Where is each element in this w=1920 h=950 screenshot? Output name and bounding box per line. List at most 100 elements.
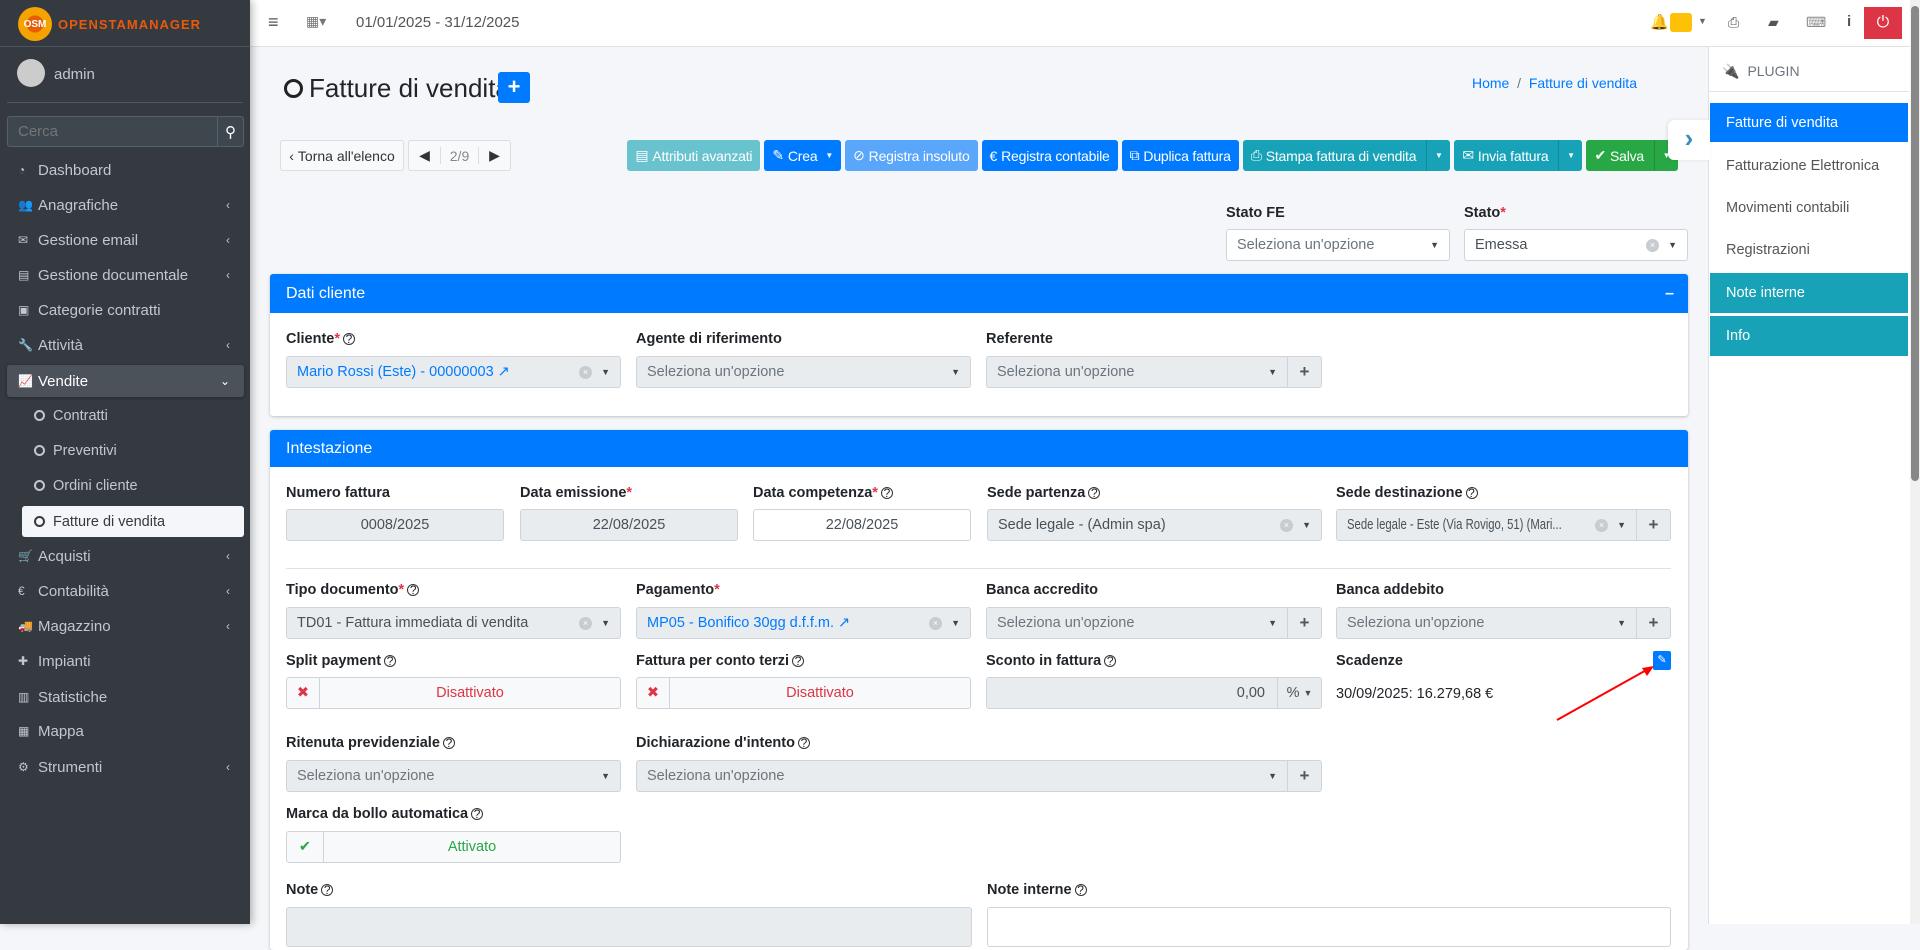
sidebar-item-impianti[interactable]: ✚ Impianti — [18, 652, 91, 670]
print-invoice-button[interactable]: ⎙ Stampa fattura di vendita ▼ — [1242, 140, 1451, 171]
bell-icon[interactable]: 🔔 — [1650, 14, 1669, 31]
sidebar-item-acquisti[interactable]: 🛒 Acquisti ‹ — [18, 547, 230, 565]
hamburger-menu-icon[interactable]: ≡ — [268, 12, 279, 32]
calendar-dropdown-icon[interactable]: ▦▾ — [306, 13, 327, 29]
banca-accredito-select[interactable]: Seleziona un'opzione ▼ + — [986, 607, 1322, 639]
advanced-attributes-button[interactable]: ▤ Attributi avanzati — [627, 140, 761, 171]
sidebar-item-vendite[interactable]: 📈 Vendite ⌄ — [18, 372, 230, 390]
send-invoice-button[interactable]: ✉ Invia fattura ▼ — [1454, 140, 1583, 171]
add-banca-button[interactable]: + — [1287, 608, 1321, 638]
register-accounting-button[interactable]: € Registra contabile — [981, 140, 1118, 171]
dashboard-icon: ◔ — [18, 163, 26, 177]
sidebar-subitem-preventivi[interactable]: Preventivi — [22, 435, 244, 466]
duplicate-invoice-button[interactable]: ⧉ Duplica fattura — [1121, 140, 1239, 171]
caret-down-icon[interactable]: ▼ — [1654, 140, 1678, 171]
sidebar-item-mappa[interactable]: ▦ Mappa — [18, 722, 84, 740]
external-link-icon[interactable]: ↗ — [497, 364, 510, 380]
stato-select[interactable]: Emessa × ▼ — [1464, 229, 1688, 261]
cliente-select[interactable]: Mario Rossi (Este) - 00000003 ↗ × ▼ — [286, 356, 621, 388]
create-button[interactable]: ✎ Crea ▼ — [764, 140, 842, 171]
save-button[interactable]: ✔ Salva ▼ — [1586, 140, 1678, 171]
caret-down-icon[interactable]: ▼ — [1426, 140, 1450, 171]
referente-select[interactable]: Seleziona un'opzione ▼ + — [986, 356, 1322, 388]
sidebar-subitem-contratti[interactable]: Contratti — [22, 400, 244, 431]
breadcrumb-home[interactable]: Home — [1472, 75, 1510, 91]
note-interne-textarea[interactable] — [987, 907, 1671, 947]
sidebar-item-anagrafiche[interactable]: 👥 Anagrafiche ‹ — [18, 196, 230, 214]
banca-addebito-select[interactable]: Seleziona un'opzione ▼ + — [1336, 607, 1671, 639]
dichiarazione-select[interactable]: Seleziona un'opzione ▼ + — [636, 760, 1322, 792]
user-name[interactable]: admin — [54, 66, 95, 83]
period-range[interactable]: 01/01/2025 - 31/12/2025 — [356, 14, 520, 31]
add-banca-button[interactable]: + — [1636, 608, 1670, 638]
data-competenza-field[interactable]: 22/08/2025 — [753, 509, 971, 541]
sidebar-item-attivita[interactable]: 🔧 Attività ‹ — [18, 336, 230, 354]
book-icon[interactable]: ▰ — [1768, 14, 1779, 30]
edit-scadenze-button[interactable]: ✎ — [1653, 651, 1671, 670]
split-payment-toggle[interactable]: ✖ Disattivato — [286, 677, 621, 709]
sidebar-item-magazzino[interactable]: 🚚 Magazzino ‹ — [18, 617, 230, 635]
check-icon: ✔ — [1594, 147, 1606, 163]
sede-destinazione-select[interactable]: Sede legale - Este (Via Rovigo, 51) (Mar… — [1336, 509, 1671, 541]
sidebar-item-gestione-documentale[interactable]: ▤ Gestione documentale ‹ — [18, 266, 230, 284]
eu-flag-icon[interactable] — [1670, 13, 1692, 32]
marca-bollo-toggle[interactable]: ✔ Attivato — [286, 831, 621, 863]
toggle-plugin-panel-button[interactable]: › — [1668, 120, 1710, 160]
caret-down-icon[interactable]: ▼ — [1698, 16, 1707, 26]
sidebar-item-strumenti[interactable]: ⚙ Strumenti ‹ — [18, 758, 230, 776]
add-referente-button[interactable]: + — [1287, 357, 1321, 387]
print-icon[interactable]: ⎙ — [1728, 14, 1740, 30]
sconto-unit-select[interactable]: % ▼ — [1277, 678, 1321, 708]
search-input[interactable] — [8, 117, 217, 146]
back-to-list-button[interactable]: ‹ Torna all'elenco — [280, 140, 404, 171]
caret-down-icon[interactable]: ▼ — [1558, 140, 1582, 171]
breadcrumb-current[interactable]: Fatture di vendita — [1528, 75, 1637, 91]
clear-icon[interactable]: × — [1595, 518, 1608, 532]
help-icon: ? — [384, 655, 397, 667]
sede-partenza-select[interactable]: Sede legale - (Admin spa) × ▼ — [987, 509, 1322, 541]
clear-icon[interactable]: × — [579, 616, 592, 630]
sconto-field[interactable]: 0,00% ▼ — [986, 677, 1322, 709]
clear-icon[interactable]: × — [1280, 518, 1293, 532]
external-link-icon[interactable]: ↗ — [837, 615, 851, 631]
pagamento-select[interactable]: MP05 - Bonifico 30gg d.f.f.m. ↗ × ▼ — [636, 607, 971, 639]
collapse-icon[interactable]: – — [1665, 284, 1674, 302]
plugin-item-registrazioni[interactable]: Registrazioni — [1726, 241, 1810, 258]
numero-fattura-field[interactable]: 0008/2025 — [286, 509, 504, 541]
next-record-button[interactable]: ▶ — [478, 147, 510, 164]
avatar[interactable] — [17, 59, 45, 87]
previous-record-button[interactable]: ◀ — [409, 147, 441, 164]
clear-icon[interactable]: × — [1646, 238, 1659, 252]
register-unpaid-button[interactable]: ⊘ Registra insoluto — [845, 140, 978, 171]
add-dichiarazione-button[interactable]: + — [1287, 761, 1321, 791]
sidebar-subitem-ordini-cliente[interactable]: Ordini cliente — [22, 470, 244, 501]
keyboard-icon[interactable]: ⌨ — [1806, 14, 1827, 30]
sidebar-item-contabilita[interactable]: € Contabilità ‹ — [18, 582, 230, 600]
sidebar-subitem-fatture-di-vendita[interactable]: Fatture di vendita — [22, 506, 244, 537]
logo[interactable]: OSM OpenSTAManager — [18, 6, 201, 42]
plugin-item-fatture-di-vendita[interactable]: Fatture di vendita — [1710, 103, 1908, 142]
sidebar-item-categorie-contratti[interactable]: ▣ Categorie contratti — [18, 301, 161, 319]
ritenuta-select[interactable]: Seleziona un'opzione ▼ — [286, 760, 621, 792]
plugin-item-note-interne[interactable]: Note interne — [1710, 273, 1908, 313]
sidebar-item-statistiche[interactable]: ▥ Statistiche — [18, 688, 108, 706]
plugin-item-movimenti-contabili[interactable]: Movimenti contabili — [1726, 199, 1850, 216]
plugin-item-fatturazione-elettronica[interactable]: Fatturazione Elettronica — [1726, 157, 1880, 174]
clear-icon[interactable]: × — [579, 365, 592, 379]
logout-button[interactable]: ⏻ — [1864, 7, 1902, 39]
tipo-documento-select[interactable]: TD01 - Fattura immediata di vendita × ▼ — [286, 607, 621, 639]
plugin-item-info[interactable]: Info — [1710, 316, 1908, 356]
scrollbar[interactable] — [1910, 0, 1920, 924]
data-emissione-field[interactable]: 22/08/2025 — [520, 509, 738, 541]
conto-terzi-toggle[interactable]: ✖ Disattivato — [636, 677, 971, 709]
info-icon[interactable]: i — [1847, 13, 1852, 30]
agente-select[interactable]: Seleziona un'opzione ▼ — [636, 356, 971, 388]
sidebar-item-dashboard[interactable]: ◔ Dashboard — [18, 161, 112, 179]
sidebar-item-gestione-email[interactable]: ✉ Gestione email ‹ — [18, 231, 230, 249]
clear-icon[interactable]: × — [929, 616, 942, 630]
add-button[interactable]: + — [498, 72, 530, 103]
search-button[interactable]: ⚲ — [217, 117, 243, 146]
note-textarea[interactable] — [286, 907, 972, 947]
stato-fe-select[interactable]: Seleziona un'opzione ▼ — [1226, 229, 1450, 261]
add-sede-button[interactable]: + — [1636, 510, 1670, 540]
